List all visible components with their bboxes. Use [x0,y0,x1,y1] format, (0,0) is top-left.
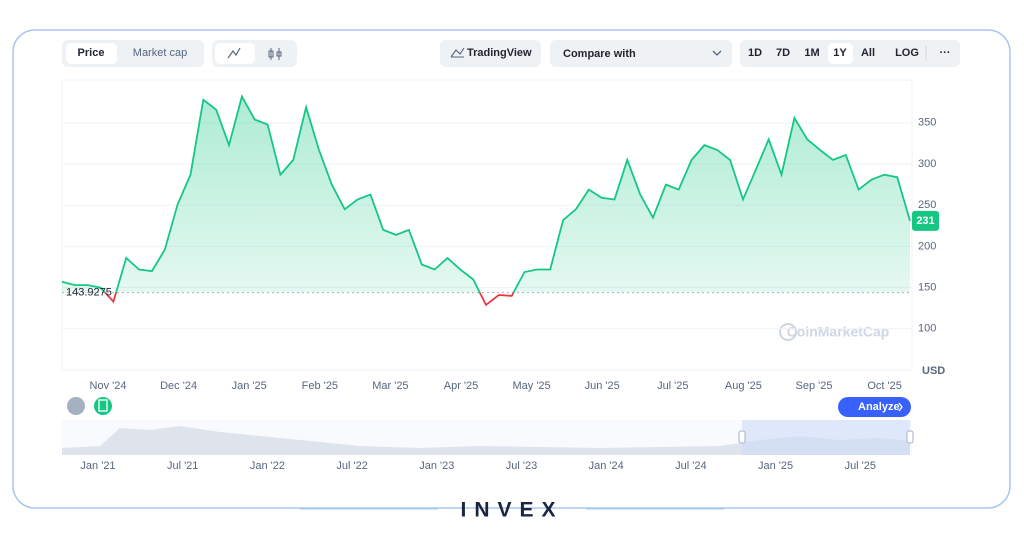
line-icon [227,47,241,59]
range-option[interactable]: 1D [748,47,762,59]
watermark-icon [779,323,797,341]
analyze-chevron [898,402,903,412]
analyze-label[interactable]: Analyze [858,401,900,413]
navigator-label: Jan '22 [250,460,285,472]
x-tick-label: Aug '25 [725,380,762,392]
logo: INVEX [460,499,563,522]
y-tick-label: 150 [918,282,936,294]
last-value-box [912,210,939,231]
y-tick-label: 200 [918,240,936,252]
y-unit: USD [922,365,945,377]
navigator-label: Jul '21 [167,460,198,472]
x-tick-label: Jan '25 [232,380,267,392]
x-tick-label: Mar '25 [372,380,408,392]
y-tick-label: 350 [918,117,936,129]
x-tick-label: May '25 [513,380,551,392]
x-tick-label: Jun '25 [585,380,620,392]
tradingview-button[interactable] [440,40,541,67]
navigator-label: Jan '21 [80,460,115,472]
compare-label[interactable]: Compare with [563,48,636,60]
x-tick-label: Dec '24 [160,380,197,392]
analyze-button[interactable] [838,397,911,417]
x-tick-label: Sep '25 [796,380,833,392]
range-option[interactable]: LOG [895,47,919,59]
range-option[interactable]: 1Y [833,47,847,59]
x-tick-label: Jul '25 [657,380,688,392]
navigator-series [62,426,910,455]
tv-icon [450,47,465,58]
navigator-window[interactable] [742,420,910,455]
x-tick-label: Feb '25 [302,380,338,392]
tradingview-label[interactable]: TradingView [467,47,532,59]
tab[interactable]: Market cap [133,47,187,59]
navigator-label: Jan '24 [589,460,624,472]
price-line [61,94,911,293]
range-option[interactable]: All [861,47,875,59]
y-tick-label: 100 [918,323,936,335]
price-line-below [103,292,515,307]
navigator-label: Jul '22 [336,460,367,472]
tab-active[interactable] [66,43,117,64]
watermark: CoinMarketCap [787,324,890,340]
navigator-label: Jul '25 [845,460,876,472]
notes-icon [98,399,108,412]
y-tick-label: 300 [918,158,936,170]
more[interactable]: ··· [940,47,951,59]
compare-select[interactable] [550,40,732,67]
range-option[interactable]: 7D [776,47,790,59]
range-active[interactable] [828,43,853,64]
navigator-label: Jan '25 [758,460,793,472]
history-button[interactable] [67,397,85,415]
navigator-label: Jan '23 [419,460,454,472]
navigator-handle[interactable] [906,430,914,444]
x-tick-label: Nov '24 [90,380,127,392]
last-value-label: 231 [916,215,934,227]
navigator-handle[interactable] [738,430,746,444]
navigator-label: Jul '23 [506,460,537,472]
x-tick-label: Apr '25 [444,380,479,392]
tab[interactable]: Price [78,47,105,59]
range-option[interactable]: 1M [804,47,819,59]
x-tick-label: Oct '25 [867,380,902,392]
y-tick-label: 250 [918,199,936,211]
baseline-label: 143.9275 [66,287,112,299]
chevron [712,50,722,56]
navigator-label: Jul '24 [675,460,706,472]
price-area [62,96,910,293]
candle-icon [268,48,282,60]
